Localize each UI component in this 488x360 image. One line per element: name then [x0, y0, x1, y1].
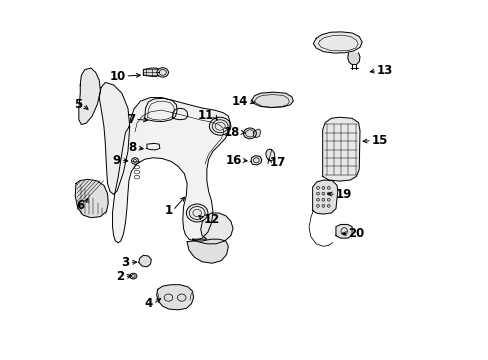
Ellipse shape: [265, 149, 274, 161]
Text: 2: 2: [116, 270, 124, 283]
Ellipse shape: [321, 198, 324, 201]
Ellipse shape: [316, 186, 319, 189]
Text: 4: 4: [144, 297, 153, 310]
Ellipse shape: [321, 186, 324, 189]
Text: 6: 6: [77, 199, 85, 212]
Polygon shape: [322, 117, 359, 181]
Text: 17: 17: [269, 156, 285, 168]
Text: 16: 16: [225, 154, 241, 167]
Ellipse shape: [209, 117, 230, 135]
Ellipse shape: [321, 204, 324, 207]
Ellipse shape: [129, 273, 137, 279]
Polygon shape: [312, 180, 337, 214]
Text: 14: 14: [231, 95, 247, 108]
Polygon shape: [251, 92, 293, 108]
Ellipse shape: [316, 198, 319, 201]
Polygon shape: [250, 156, 261, 165]
Text: 18: 18: [224, 126, 240, 139]
Polygon shape: [143, 68, 159, 76]
Text: 8: 8: [128, 141, 137, 154]
Text: 10: 10: [109, 69, 125, 82]
Polygon shape: [99, 82, 129, 194]
Ellipse shape: [326, 198, 329, 201]
Text: 19: 19: [335, 188, 351, 201]
Polygon shape: [144, 98, 177, 122]
Ellipse shape: [157, 68, 168, 77]
Ellipse shape: [326, 204, 329, 207]
Polygon shape: [156, 285, 193, 310]
Polygon shape: [79, 68, 100, 125]
Polygon shape: [75, 179, 108, 218]
Polygon shape: [139, 255, 151, 267]
Ellipse shape: [316, 204, 319, 207]
Text: 15: 15: [371, 134, 387, 147]
Text: 12: 12: [203, 213, 219, 226]
Ellipse shape: [326, 186, 329, 189]
Text: 13: 13: [376, 64, 393, 77]
Text: 5: 5: [74, 98, 82, 111]
Polygon shape: [313, 32, 362, 53]
Ellipse shape: [186, 204, 207, 222]
Text: 1: 1: [164, 204, 172, 217]
Ellipse shape: [316, 192, 319, 195]
Polygon shape: [112, 98, 230, 243]
Text: 7: 7: [127, 113, 135, 126]
Ellipse shape: [243, 128, 256, 139]
Text: 3: 3: [122, 256, 129, 269]
Text: 20: 20: [348, 227, 364, 240]
Text: 11: 11: [197, 109, 214, 122]
Polygon shape: [335, 225, 351, 238]
Ellipse shape: [326, 192, 329, 195]
Polygon shape: [253, 129, 260, 138]
Ellipse shape: [131, 158, 139, 164]
Polygon shape: [192, 213, 233, 244]
Ellipse shape: [321, 192, 324, 195]
Polygon shape: [347, 53, 359, 64]
Polygon shape: [172, 108, 187, 120]
Text: 9: 9: [112, 154, 121, 167]
Polygon shape: [187, 239, 228, 263]
Polygon shape: [147, 143, 160, 150]
